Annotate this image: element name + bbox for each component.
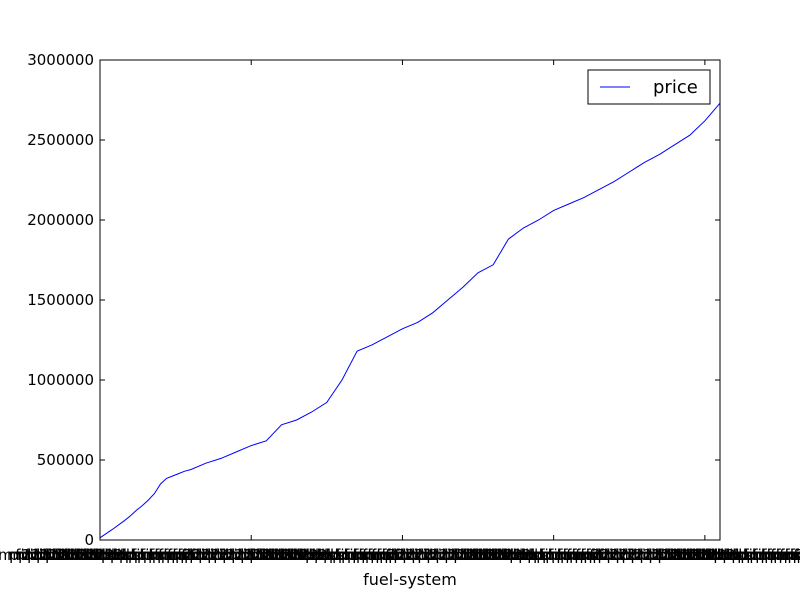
- plot-frame: [99, 59, 721, 541]
- x-tick-label-group: mpfi2bbl1bbl2bbl2bblspdimpfimpfimpfi2bbl…: [0, 546, 800, 564]
- y-tick-label: 2500000: [27, 131, 94, 149]
- x-tick-labels: mpfi2bbl1bbl2bbl2bblspdimpfimpfimpfi2bbl…: [25, 546, 800, 564]
- y-tick-label: 1000000: [27, 371, 94, 389]
- legend-label-price: price: [653, 77, 698, 98]
- x-axis-ticks: mpfi2bbl1bbl2bbl2bblspdimpfimpfimpfi2bbl…: [0, 60, 800, 564]
- x-tick-labels: mpfi2bbl1bbl2bbl2bblspdimpfimpfimpfi2bbl…: [0, 546, 800, 564]
- x-tick-labels: mpfi2bbl1bbl2bbl2bblspdimpfimpfimpfi2bbl…: [16, 546, 800, 564]
- x-tick-labels: mpfi2bbl1bbl2bbl2bblspdimpfimpfimpfi2bbl…: [7, 546, 800, 564]
- y-tick-label: 0: [84, 531, 94, 549]
- y-tick-label: 2000000: [27, 211, 94, 229]
- y-tick-label: 1500000: [27, 291, 94, 309]
- y-axis-ticks: 0 500000 1000000 1500000 2000000 2500000 30000…: [27, 51, 720, 549]
- series-layer: [99, 102, 721, 539]
- y-tick-label: 3000000: [27, 51, 94, 69]
- series-line-price: [99, 102, 721, 539]
- x-axis-title: fuel-system: [363, 570, 457, 589]
- legend: price: [587, 69, 711, 105]
- x-tick-labels: mpfi2bbl1bbl2bbl2bblspdimpfimpfimpfi2bbl…: [34, 546, 800, 564]
- plot-area: [100, 60, 720, 540]
- y-tick-label: 500000: [37, 451, 94, 469]
